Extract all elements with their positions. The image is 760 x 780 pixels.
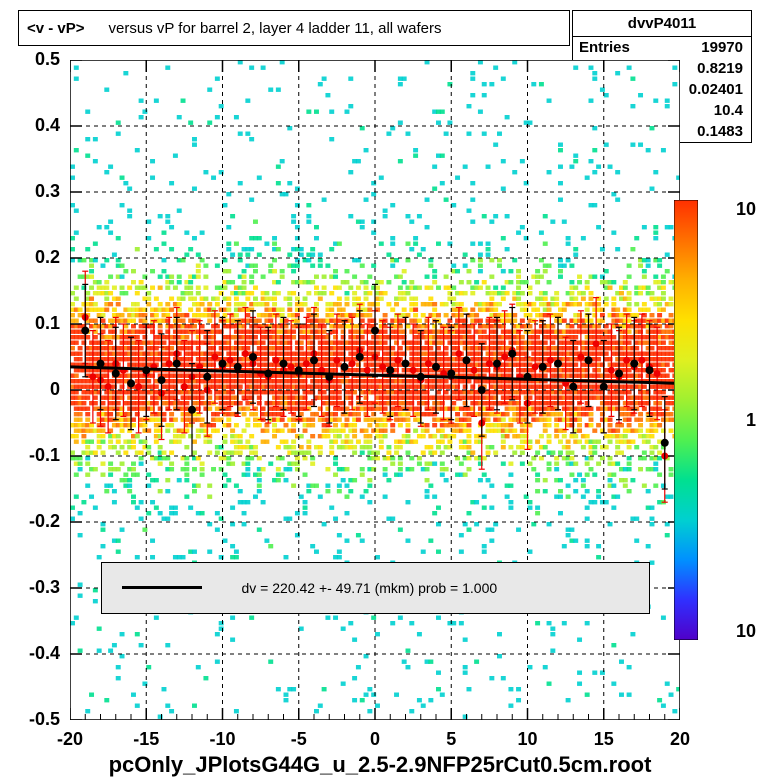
title-rhs: versus vP for barrel 2, layer 4 ladder 1… — [109, 20, 442, 37]
x-tick-label: -10 — [203, 729, 243, 750]
stats-meany: 0.02401 — [689, 81, 743, 98]
stats-meanx: 0.8219 — [697, 60, 743, 77]
x-tick-label: -15 — [126, 729, 166, 750]
y-tick-label: 0.4 — [0, 115, 60, 136]
colorbar-label: 1 — [746, 410, 756, 431]
fit-legend: dv = 220.42 +- 49.71 (mkm) prob = 1.000 — [101, 562, 650, 615]
stats-rmsx: 10.4 — [714, 102, 743, 119]
plot-svg — [70, 60, 680, 720]
stats-row-entries: Entries 19970 — [573, 37, 751, 58]
x-tick-label: 0 — [355, 729, 395, 750]
x-tick-label: -5 — [279, 729, 319, 750]
y-tick-label: -0.4 — [0, 643, 60, 664]
stats-name: dvvP4011 — [573, 11, 751, 37]
y-tick-label: 0.3 — [0, 181, 60, 202]
y-tick-label: -0.5 — [0, 709, 60, 730]
y-tick-label: 0.2 — [0, 247, 60, 268]
x-tick-label: 5 — [431, 729, 471, 750]
stats-rmsy: 0.1483 — [697, 123, 743, 140]
stats-label: Entries — [579, 39, 630, 56]
y-tick-label: -0.1 — [0, 445, 60, 466]
file-caption: pcOnly_JPlotsG44G_u_2.5-2.9NFP25rCut0.5c… — [0, 752, 760, 778]
colorbar-label: 10 — [736, 621, 756, 642]
x-tick-label: 10 — [508, 729, 548, 750]
y-tick-label: 0.5 — [0, 49, 60, 70]
x-tick-label: 15 — [584, 729, 624, 750]
plot-area — [70, 60, 680, 720]
title-lhs: <v - vP> — [27, 20, 85, 37]
plot-title-box: <v - vP> versus vP for barrel 2, layer 4… — [18, 10, 570, 46]
y-tick-label: 0 — [0, 379, 60, 400]
legend-line-icon — [122, 586, 202, 589]
x-tick-label: -20 — [50, 729, 90, 750]
colorbar-label: 10 — [736, 199, 756, 220]
y-tick-label: -0.2 — [0, 511, 60, 532]
stats-entries: 19970 — [701, 39, 743, 56]
x-tick-label: 20 — [660, 729, 700, 750]
colorbar — [674, 200, 698, 640]
y-tick-label: 0.1 — [0, 313, 60, 334]
legend-text: dv = 220.42 +- 49.71 (mkm) prob = 1.000 — [242, 580, 498, 596]
y-tick-label: -0.3 — [0, 577, 60, 598]
